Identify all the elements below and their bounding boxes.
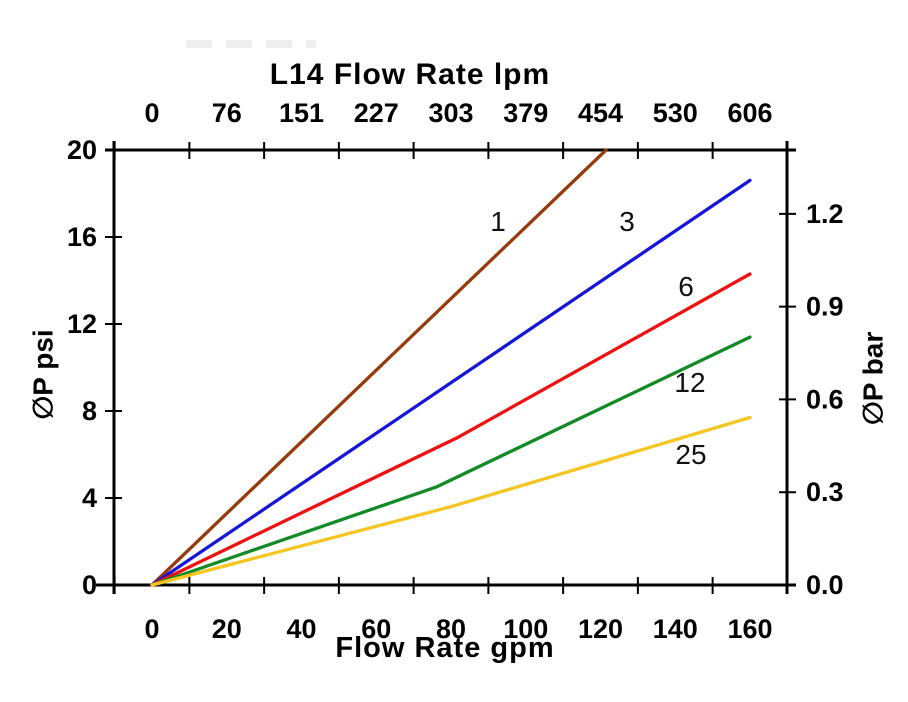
left-axis-tick-label: 16 (67, 222, 97, 252)
left-axis-tick-label: 8 (82, 396, 97, 426)
smudge-artifact (186, 40, 316, 48)
top-axis-tick-label: 454 (578, 98, 623, 128)
bottom-axis-tick-label: 160 (727, 614, 772, 644)
series-line-1 (150, 148, 608, 587)
series-label-6: 6 (678, 271, 694, 302)
left-axis-tick-label: 12 (67, 309, 97, 339)
bottom-axis-tick-label: 40 (286, 614, 316, 644)
top-axis-tick-label: 530 (653, 98, 698, 128)
series-label-12: 12 (674, 367, 705, 398)
series-label-25: 25 (675, 439, 706, 470)
right-axis-title: ∅P bar (857, 331, 889, 426)
series-line-12 (150, 335, 752, 587)
series-label-1: 1 (490, 206, 506, 237)
top-axis-tick-label: 0 (144, 98, 159, 128)
left-axis-title: ∅P psi (27, 329, 59, 420)
top-axis-tick-label: 227 (354, 98, 399, 128)
chart-title: L14 Flow Rate lpm (269, 58, 551, 91)
top-axis-tick-label: 76 (212, 98, 242, 128)
left-axis-tick-label: 4 (82, 483, 97, 513)
bottom-axis-tick-label: 140 (653, 614, 698, 644)
top-axis-tick-label: 303 (428, 98, 473, 128)
bottom-axis-tick-label: 20 (212, 614, 242, 644)
top-axis-tick-label: 379 (503, 98, 548, 128)
bottom-axis-tick-label: 100 (503, 614, 548, 644)
bottom-axis-tick-label: 80 (436, 614, 466, 644)
bottom-axis-tick-label: 0 (144, 614, 159, 644)
right-axis-tick-label: 1.2 (806, 199, 844, 229)
right-axis-tick-label: 0.0 (806, 570, 844, 600)
bottom-axis-title: Flow Rate gpm (335, 632, 555, 664)
top-axis-tick-label: 151 (279, 98, 324, 128)
series-line-6 (150, 272, 752, 587)
bottom-axis-tick-label: 120 (578, 614, 623, 644)
series-line-25 (150, 415, 752, 587)
top-axis-tick-label: 606 (727, 98, 772, 128)
right-axis-tick-label: 0.6 (806, 384, 844, 414)
left-axis-tick-label: 0 (82, 570, 97, 600)
bottom-axis-tick-label: 60 (361, 614, 391, 644)
series-line-3 (150, 178, 752, 587)
right-axis-tick-label: 0.9 (806, 292, 844, 322)
series-label-3: 3 (619, 206, 635, 237)
right-axis-tick-label: 0.3 (806, 477, 844, 507)
left-axis-tick-label: 20 (67, 135, 97, 165)
